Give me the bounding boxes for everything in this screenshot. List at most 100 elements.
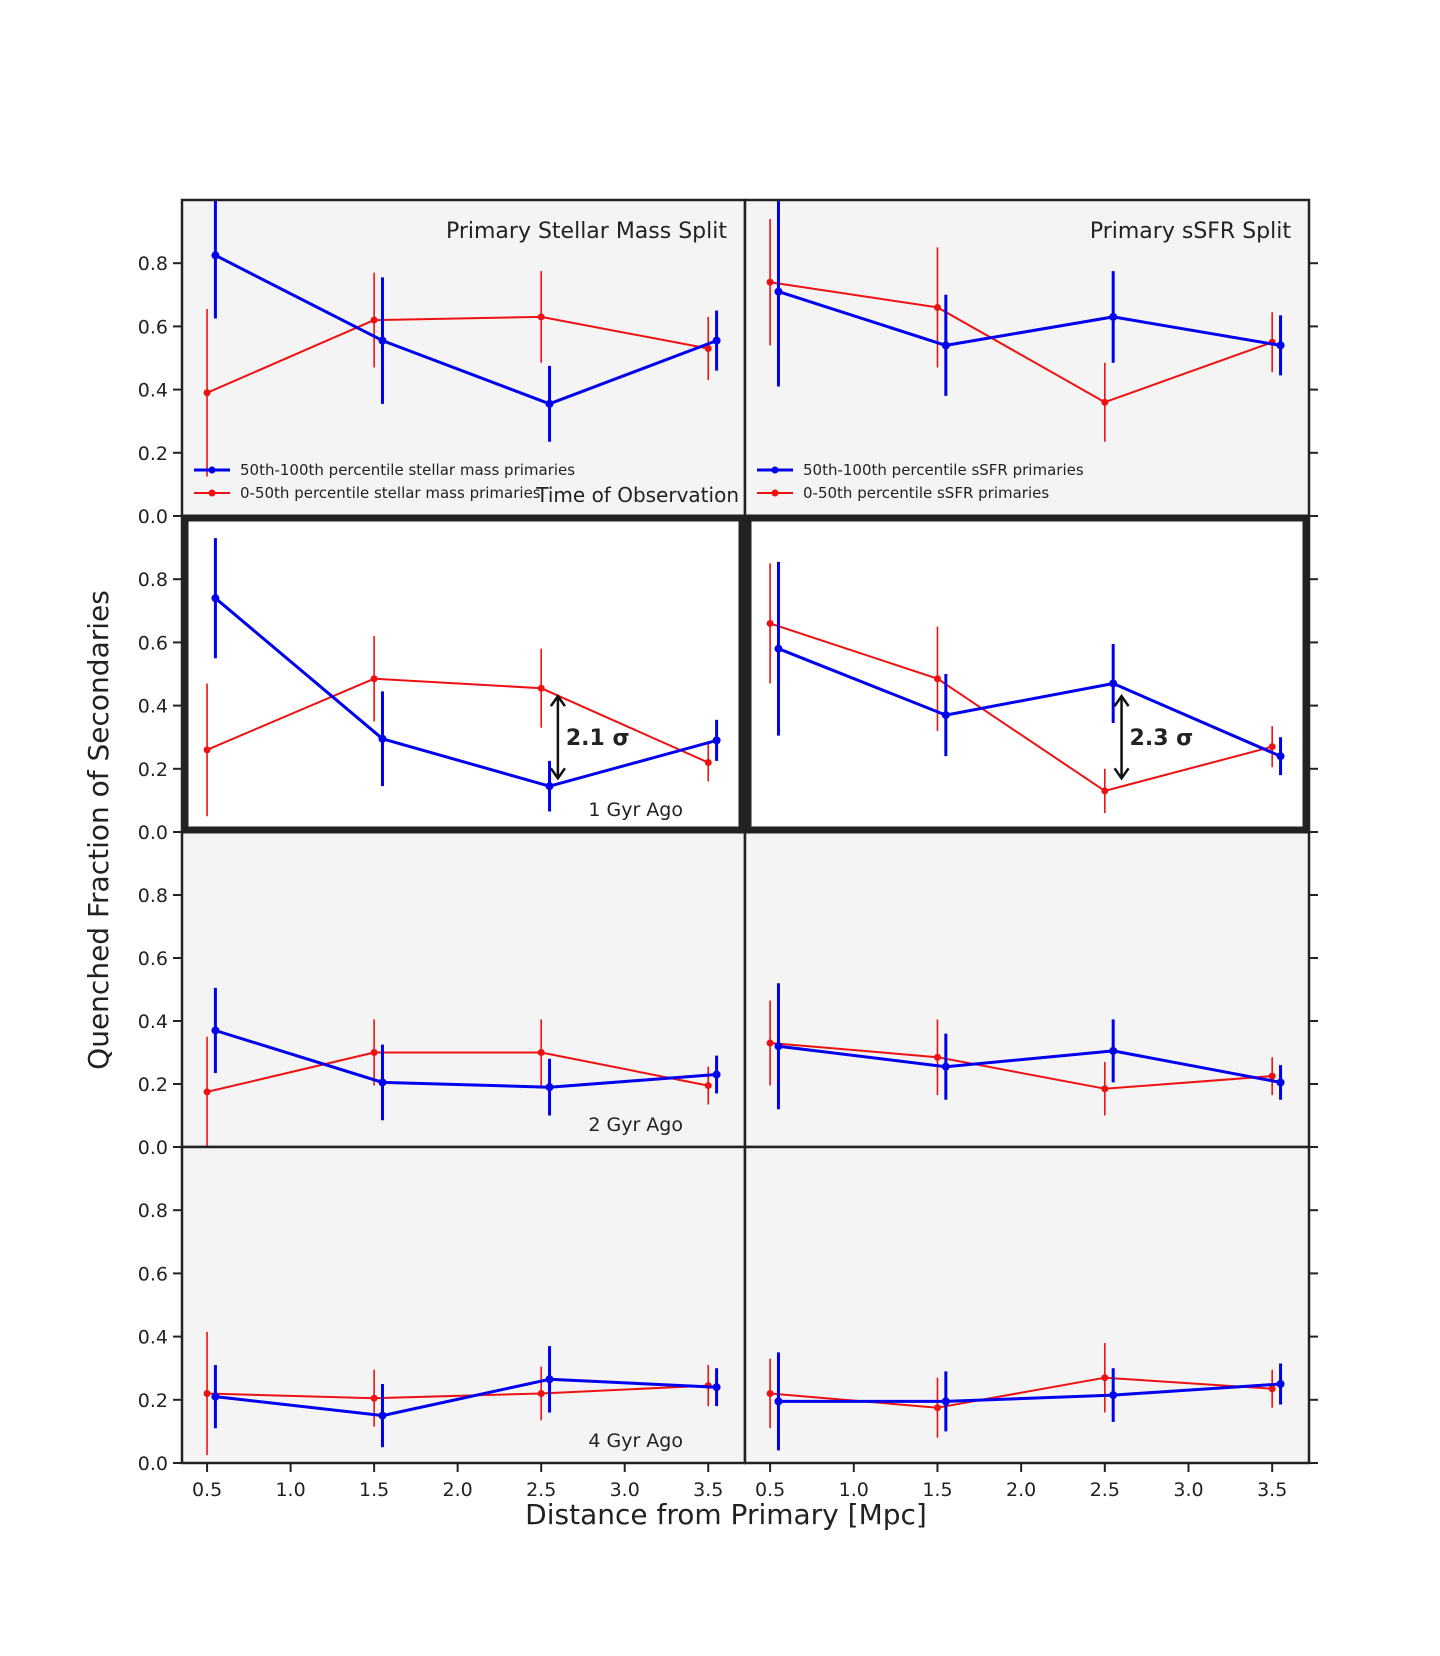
high-percentile-series-line — [215, 1377, 717, 1418]
row-label: Time of Observation — [535, 483, 739, 507]
high-percentile-series-point — [1276, 1078, 1285, 1087]
y-tick-label: 0.4 — [138, 380, 168, 402]
panel-r3-c1-frame — [743, 1145, 1311, 1465]
high-percentile-series-point — [545, 1375, 554, 1384]
panel-r2-c0: 0.0 0.2 0.4 0.6 0.8 2 Gyr Ago — [138, 830, 747, 1159]
high-percentile-series-point — [1109, 1046, 1118, 1055]
low-percentile-series-point — [933, 303, 941, 311]
y-tick-label: 0.4 — [138, 1327, 168, 1349]
low-percentile-series-point — [370, 1394, 378, 1402]
high-percentile-series-line — [214, 1029, 717, 1089]
high-percentile-series-point — [545, 1083, 554, 1092]
low-percentile-series-point — [203, 746, 211, 754]
significance-annotation: 2.3 σ — [1113, 693, 1193, 781]
low-percentile-series-point — [766, 1039, 774, 1047]
low-percentile-series-point — [704, 758, 712, 766]
x-tick-label: 1.0 — [275, 1479, 305, 1501]
low-percentile-series-point — [1101, 787, 1109, 795]
low-percentile-series-line — [207, 1384, 709, 1400]
low-percentile-series-point — [766, 1389, 774, 1397]
x-tick-label: 0.5 — [192, 1479, 222, 1501]
panel-r2-c0-background — [182, 832, 745, 1147]
low-percentile-series-point — [1268, 1072, 1276, 1080]
x-tick-label: 3.0 — [610, 1479, 640, 1501]
high-percentile-series-point — [211, 251, 220, 260]
panel-r1-c1: 2.3 σ — [743, 514, 1318, 834]
highlight-frame-c0 — [181, 514, 746, 834]
panel-r2-c1 — [743, 830, 1318, 1149]
row-label: 2 Gyr Ago — [588, 1114, 683, 1136]
low-percentile-series-point — [766, 619, 774, 627]
high-percentile-series-point — [378, 1411, 387, 1420]
annotation-arrow-head-up — [1113, 693, 1130, 707]
panel-r3-c1: 0.5 1.0 1.5 2.0 2.5 3.0 3.5 — [743, 1145, 1318, 1501]
y-tick-label: 0.2 — [138, 759, 168, 781]
low-percentile-series-line — [770, 1042, 1273, 1090]
high-percentile-series-point — [1109, 1391, 1118, 1400]
high-percentile-series-point — [941, 711, 950, 720]
low-percentile-series-point — [203, 389, 211, 397]
low-percentile-series-point — [370, 675, 378, 683]
high-percentile-series-point — [1276, 1380, 1285, 1388]
panel-r1-c1-background — [745, 516, 1309, 832]
y-axis-label: Quenched Fraction of Secondaries — [82, 590, 115, 1070]
low-percentile-series-point — [537, 684, 545, 692]
y-tick-label: 0.4 — [138, 1011, 168, 1033]
high-percentile-series-line — [778, 1382, 1281, 1403]
low-percentile-series-point — [537, 313, 545, 321]
y-tick-label: 0.0 — [138, 1453, 168, 1475]
low-percentile-series-point — [704, 1082, 712, 1090]
low-percentile-series-point — [1268, 1385, 1276, 1393]
low-percentile-series-point — [1101, 1374, 1109, 1382]
high-percentile-series-line — [777, 647, 1282, 758]
x-tick-label: 3.0 — [1173, 1479, 1203, 1501]
y-tick-label: 0.8 — [138, 885, 168, 907]
highlight-frame-c1 — [744, 514, 1310, 834]
x-tick-label: 2.5 — [526, 1479, 556, 1501]
high-percentile-series-point — [211, 1026, 220, 1035]
annotation-arrow-head-down — [549, 767, 566, 781]
high-percentile-series-point — [941, 1397, 950, 1406]
low-percentile-series-point — [933, 1053, 941, 1061]
low-percentile-series-line — [769, 281, 1273, 404]
low-percentile-series-line — [206, 1051, 709, 1093]
panel-r1-c0-background — [182, 516, 745, 832]
legend-marker — [771, 466, 779, 474]
high-percentile-series-point — [774, 1042, 783, 1051]
x-tick-label: 1.0 — [839, 1479, 869, 1501]
high-percentile-series-point — [774, 644, 783, 653]
x-tick-label: 1.5 — [922, 1479, 952, 1501]
high-percentile-series-point — [712, 336, 721, 345]
low-percentile-series-point — [1268, 743, 1276, 751]
panel-r0-c0: 0.0 0.2 0.4 0.6 0.8 Time of Observation Primar… — [138, 198, 747, 528]
low-percentile-series-line — [769, 622, 1273, 792]
high-percentile-series-point — [378, 336, 387, 345]
column-title: Primary sSFR Split — [1090, 219, 1292, 244]
low-percentile-series-point — [933, 1404, 941, 1412]
high-percentile-series-point — [774, 287, 783, 296]
legend-label: 50th-100th percentile sSFR primaries — [803, 461, 1084, 479]
low-percentile-series-point — [537, 1049, 545, 1056]
high-percentile-series-point — [774, 1397, 783, 1406]
high-percentile-series-point — [211, 1392, 220, 1401]
panel-r3-c0: 0.0 0.2 0.4 0.6 0.8 0.5 1.0 1.5 2.0 2.5 3.0 3.5 4 Gy… — [138, 1145, 747, 1501]
y-tick-label: 0.0 — [138, 1137, 168, 1159]
low-percentile-series-line — [206, 315, 709, 394]
high-percentile-series-point — [378, 1078, 387, 1087]
y-tick-label: 0.4 — [138, 696, 168, 718]
high-percentile-series-point — [378, 734, 387, 743]
panel-r3-c0-background — [182, 1147, 745, 1463]
x-tick-label: 2.0 — [443, 1479, 473, 1501]
x-tick-label: 1.5 — [359, 1479, 389, 1501]
y-tick-label: 0.0 — [138, 506, 168, 528]
low-percentile-series-point — [537, 1389, 545, 1397]
high-percentile-series-point — [1109, 679, 1118, 688]
high-percentile-series-point — [1276, 341, 1285, 350]
panel-r1-c0: 0.0 0.2 0.4 0.6 0.8 2.1 σ 1 Gyr Ago — [138, 514, 747, 844]
y-tick-label: 0.6 — [138, 1263, 168, 1285]
y-tick-label: 0.6 — [138, 632, 168, 654]
panel-r0-c1: Primary sSFR Split 50th-100th percentile … — [743, 198, 1318, 518]
high-percentile-series-point — [941, 341, 950, 350]
